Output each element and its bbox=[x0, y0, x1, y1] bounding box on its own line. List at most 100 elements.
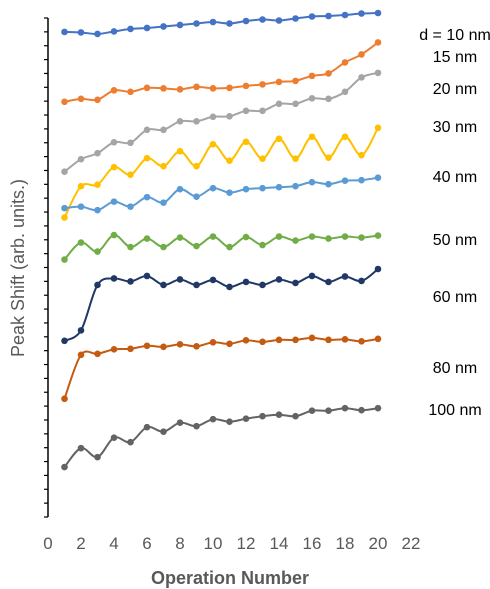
data-point bbox=[308, 407, 316, 415]
data-point bbox=[127, 278, 134, 285]
x-tick-label: 22 bbox=[402, 534, 421, 553]
data-point bbox=[374, 69, 382, 77]
data-point bbox=[358, 234, 365, 241]
data-point bbox=[77, 351, 85, 359]
data-point bbox=[308, 272, 316, 280]
data-point bbox=[275, 17, 283, 24]
x-tick-label: 4 bbox=[109, 534, 118, 553]
data-point bbox=[193, 242, 200, 250]
data-point bbox=[110, 138, 118, 146]
data-point bbox=[209, 184, 217, 192]
data-point bbox=[110, 434, 118, 441]
data-point bbox=[308, 178, 316, 186]
data-point bbox=[325, 154, 332, 162]
series-label: 50 nm bbox=[433, 232, 477, 249]
data-point bbox=[242, 233, 250, 241]
data-point bbox=[374, 232, 382, 239]
data-point bbox=[127, 243, 134, 251]
data-point bbox=[127, 171, 134, 178]
data-point bbox=[325, 336, 332, 344]
data-point bbox=[94, 96, 101, 104]
data-point bbox=[127, 438, 134, 446]
data-point bbox=[94, 206, 101, 214]
data-point bbox=[341, 88, 349, 96]
data-point bbox=[77, 239, 85, 246]
data-point bbox=[110, 231, 118, 239]
data-point bbox=[127, 88, 134, 96]
data-point bbox=[325, 70, 332, 77]
data-point bbox=[308, 13, 316, 20]
series-labels: d = 10 nm 15 nm 20 nm 30 nm 40 nm 50 nm 60 nm 8… bbox=[419, 27, 490, 419]
data-point bbox=[308, 233, 316, 240]
data-point bbox=[193, 20, 200, 27]
series bbox=[61, 39, 382, 106]
series-line bbox=[63, 336, 379, 400]
series bbox=[61, 404, 382, 471]
data-point bbox=[160, 243, 167, 251]
data-point bbox=[61, 256, 68, 263]
data-point bbox=[61, 214, 68, 221]
data-point bbox=[358, 176, 365, 184]
data-point bbox=[374, 124, 382, 132]
data-point bbox=[77, 203, 85, 210]
x-tick-label: 8 bbox=[175, 534, 184, 553]
data-point bbox=[259, 81, 266, 88]
data-point bbox=[358, 74, 365, 81]
data-point bbox=[226, 20, 233, 27]
data-point bbox=[61, 204, 68, 212]
data-point bbox=[259, 281, 266, 289]
data-point bbox=[358, 10, 365, 17]
data-point bbox=[176, 117, 184, 125]
data-point bbox=[325, 278, 332, 286]
data-point bbox=[341, 11, 349, 19]
data-point bbox=[259, 155, 266, 163]
data-point bbox=[143, 193, 151, 201]
series-label: 100 nm bbox=[428, 402, 481, 419]
series-label: 20 nm bbox=[433, 81, 477, 98]
data-point bbox=[94, 350, 101, 358]
data-point bbox=[259, 16, 266, 23]
data-point bbox=[110, 87, 118, 94]
data-point bbox=[143, 126, 151, 134]
data-point bbox=[209, 85, 217, 92]
data-point bbox=[226, 243, 233, 251]
data-point bbox=[160, 343, 167, 351]
data-point bbox=[209, 113, 217, 121]
data-point bbox=[94, 248, 101, 255]
data-point bbox=[341, 177, 349, 184]
data-point bbox=[341, 233, 349, 240]
data-point bbox=[259, 241, 266, 249]
data-point bbox=[358, 338, 365, 345]
data-point bbox=[292, 336, 299, 344]
series bbox=[61, 9, 382, 38]
data-point bbox=[292, 77, 299, 85]
data-point bbox=[242, 185, 250, 193]
data-point bbox=[259, 107, 266, 115]
x-tick-label: 0 bbox=[43, 534, 52, 553]
data-point bbox=[209, 233, 217, 240]
data-point bbox=[259, 184, 266, 192]
x-tick-label: 20 bbox=[369, 534, 388, 553]
data-point bbox=[325, 407, 332, 415]
x-tick-label: 16 bbox=[303, 534, 322, 553]
data-point bbox=[292, 412, 299, 420]
data-point bbox=[242, 107, 250, 115]
data-point bbox=[209, 140, 217, 148]
data-point bbox=[209, 339, 217, 346]
data-point bbox=[127, 139, 134, 147]
data-point bbox=[94, 281, 101, 289]
data-point bbox=[292, 15, 299, 22]
data-point bbox=[242, 82, 250, 90]
data-point bbox=[110, 346, 118, 353]
series bbox=[61, 174, 382, 214]
data-point bbox=[77, 327, 85, 334]
data-point bbox=[209, 18, 217, 26]
data-point bbox=[341, 273, 349, 280]
data-point bbox=[61, 98, 68, 106]
data-point bbox=[143, 423, 151, 431]
data-point bbox=[176, 21, 184, 29]
data-point bbox=[308, 72, 316, 80]
data-point bbox=[308, 95, 316, 102]
data-point bbox=[193, 117, 200, 125]
x-axis-title: Operation Number bbox=[151, 568, 309, 588]
